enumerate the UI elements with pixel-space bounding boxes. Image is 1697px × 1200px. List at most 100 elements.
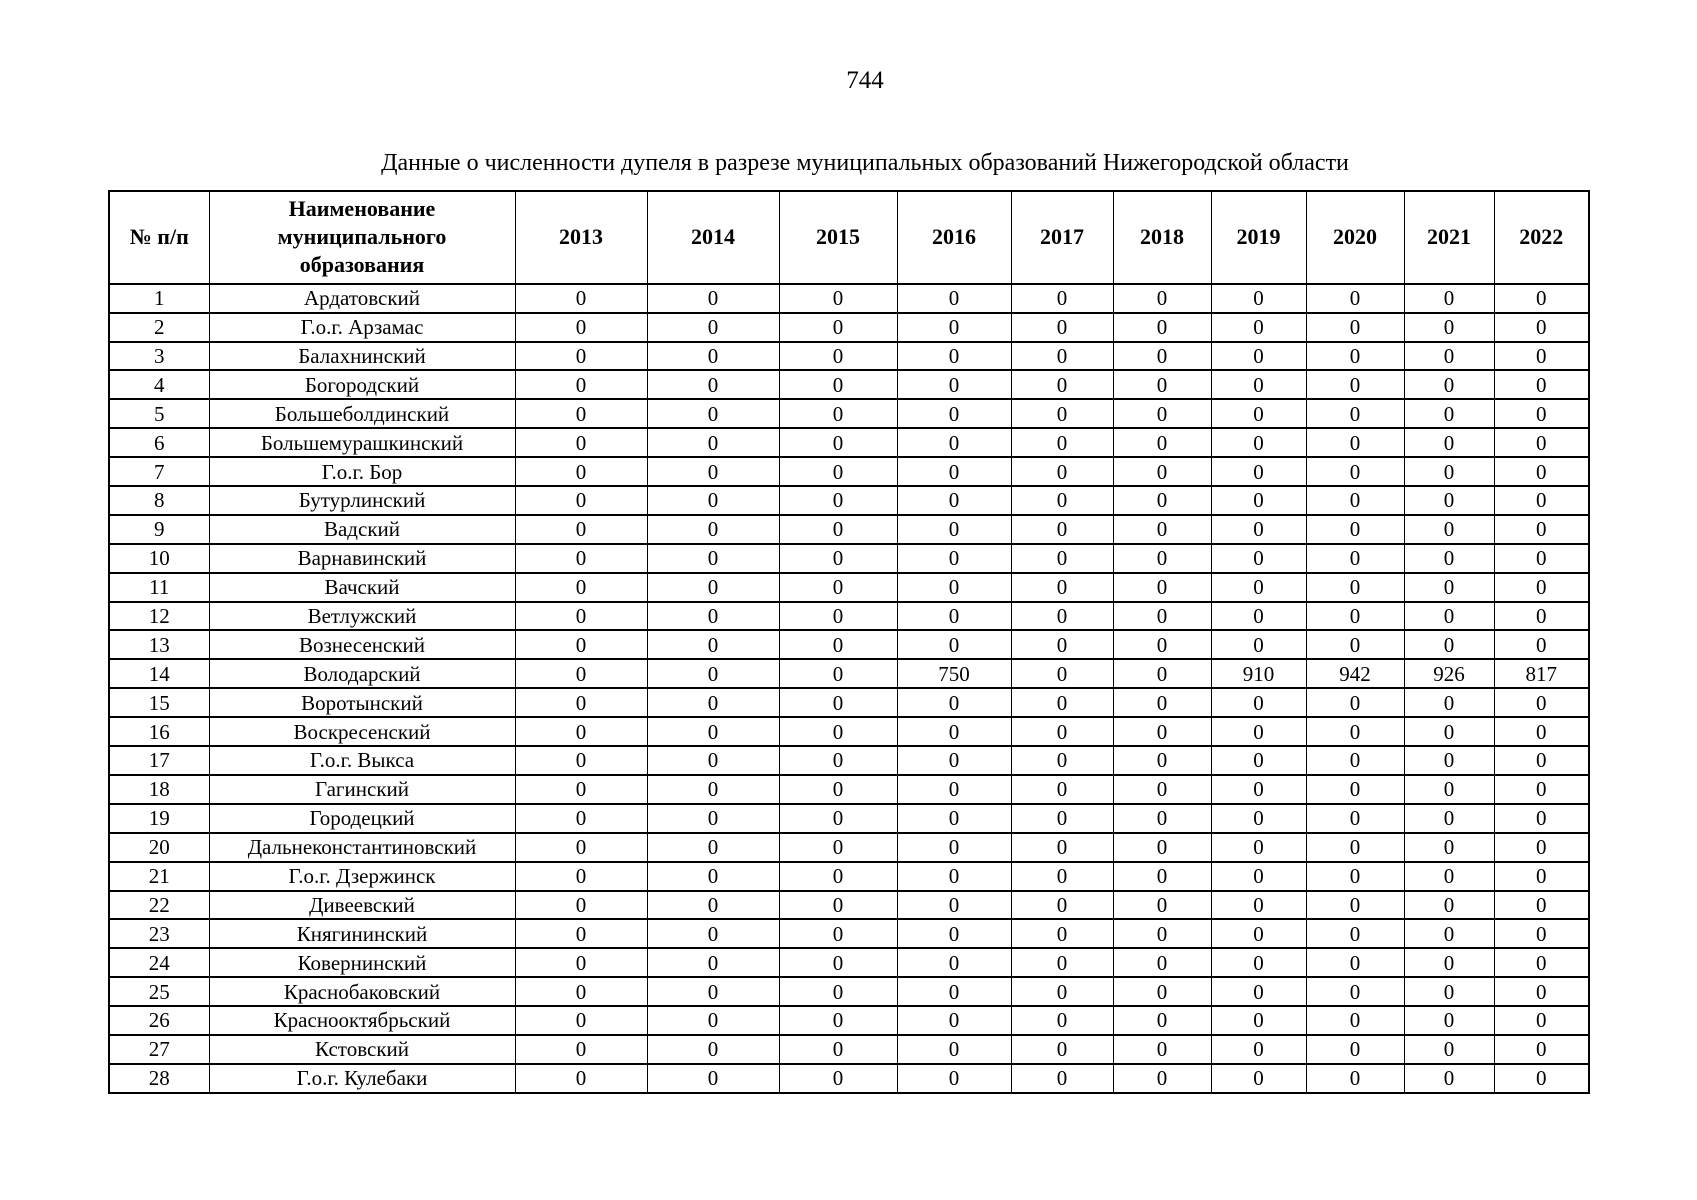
count-cell: 0 [646,427,780,459]
header-row: № п/п Наименование муниципального образо… [108,189,1590,285]
count-cell: 0 [896,456,1012,488]
count-cell: 0 [1010,600,1114,632]
row-index-cell: 12 [108,600,210,632]
municipality-name-cell: Ардатовский [208,282,516,314]
count-cell: 0 [896,1033,1012,1065]
count-cell: 0 [1010,658,1114,690]
count-cell: 0 [1403,542,1495,574]
municipality-name-cell: Дальнеконстантиновский [208,831,516,863]
count-cell: 0 [514,571,648,603]
count-cell: 0 [896,1005,1012,1036]
count-cell: 0 [1305,687,1405,719]
municipality-name-cell: Городецкий [208,802,516,834]
count-cell: 0 [1305,802,1405,834]
count-cell: 0 [1403,1033,1495,1065]
table-row: 16 Воскресенский 0 0 0 0 0 0 0 0 0 0 [108,716,1590,748]
count-cell: 0 [646,282,780,314]
count-cell: 0 [1305,311,1405,343]
count-cell: 0 [1112,456,1212,488]
row-index-cell: 3 [108,340,210,372]
count-cell: 0 [1305,889,1405,921]
row-index-cell: 13 [108,629,210,661]
count-cell: 0 [1403,1062,1495,1094]
table-row: 1 Ардатовский 0 0 0 0 0 0 0 0 0 0 [108,282,1590,314]
count-cell: 0 [1112,976,1212,1008]
count-cell: 0 [1305,773,1405,805]
count-cell: 0 [514,658,648,690]
count-cell: 0 [514,398,648,430]
count-cell: 0 [1493,629,1590,661]
municipality-name-cell: Бутурлинский [208,485,516,516]
count-cell: 0 [1403,600,1495,632]
municipality-name-cell: Кстовский [208,1033,516,1065]
table-row: 9 Вадский 0 0 0 0 0 0 0 0 0 0 [108,513,1590,545]
count-cell: 0 [778,802,898,834]
count-cell: 0 [514,629,648,661]
row-index-cell: 4 [108,369,210,401]
count-cell: 0 [1403,773,1495,805]
count-cell: 0 [1305,340,1405,372]
count-cell: 0 [1305,1062,1405,1094]
row-index-cell: 5 [108,398,210,430]
count-cell: 0 [1305,398,1405,430]
table-row: 23 Княгининский 0 0 0 0 0 0 0 0 0 0 [108,918,1590,950]
table-row: 25 Краснобаковский 0 0 0 0 0 0 0 0 0 0 [108,976,1590,1008]
header-year-2017: 2017 [1010,189,1114,285]
count-cell: 0 [1112,398,1212,430]
count-cell: 0 [1112,947,1212,979]
header-year-2021: 2021 [1403,189,1495,285]
row-index-cell: 15 [108,687,210,719]
count-cell: 0 [1010,398,1114,430]
count-cell: 0 [1010,369,1114,401]
count-cell: 0 [778,571,898,603]
count-cell: 0 [778,658,898,690]
count-cell: 0 [646,311,780,343]
count-cell: 0 [1493,311,1590,343]
municipality-name-cell: Г.о.г. Дзержинск [208,860,516,892]
count-cell: 0 [1210,369,1307,401]
count-cell: 0 [646,860,780,892]
count-cell: 0 [646,398,780,430]
count-cell: 0 [1493,427,1590,459]
count-cell: 0 [1112,340,1212,372]
count-cell: 0 [1305,1005,1405,1036]
municipality-name-cell: Вадский [208,513,516,545]
count-cell: 0 [1403,802,1495,834]
count-cell: 0 [1112,1005,1212,1036]
count-cell: 0 [1403,947,1495,979]
count-cell: 0 [1010,716,1114,748]
count-cell: 0 [778,831,898,863]
row-index-cell: 11 [108,571,210,603]
count-cell: 0 [1112,369,1212,401]
count-cell: 0 [778,1062,898,1094]
count-cell: 0 [1210,513,1307,545]
header-year-2022: 2022 [1493,189,1590,285]
count-cell: 0 [1010,831,1114,863]
count-cell: 0 [514,311,648,343]
count-cell: 0 [1305,1033,1405,1065]
row-index-cell: 21 [108,860,210,892]
count-cell: 0 [514,802,648,834]
table-body: 1 Ардатовский 0 0 0 0 0 0 0 0 0 0 2 Г.о.г. Арзамас 0 0 0… [108,282,1590,1094]
count-cell: 0 [1210,1062,1307,1094]
count-cell: 0 [1010,571,1114,603]
table-row: 6 Большемурашкинский 0 0 0 0 0 0 0 0 0 0 [108,427,1590,459]
count-cell: 0 [1305,860,1405,892]
count-cell: 0 [514,456,648,488]
count-cell: 0 [896,513,1012,545]
count-cell: 0 [778,485,898,516]
count-cell: 0 [896,1062,1012,1094]
count-cell: 0 [1403,831,1495,863]
municipality-name-cell: Володарский [208,658,516,690]
count-cell: 0 [896,687,1012,719]
count-cell: 0 [778,860,898,892]
count-cell: 0 [646,745,780,776]
count-cell: 0 [1112,1033,1212,1065]
municipality-name-cell: Вачский [208,571,516,603]
row-index-cell: 8 [108,485,210,516]
count-cell: 0 [646,485,780,516]
count-cell: 0 [896,947,1012,979]
count-cell: 0 [514,773,648,805]
count-cell: 0 [1210,802,1307,834]
count-cell: 0 [1403,369,1495,401]
